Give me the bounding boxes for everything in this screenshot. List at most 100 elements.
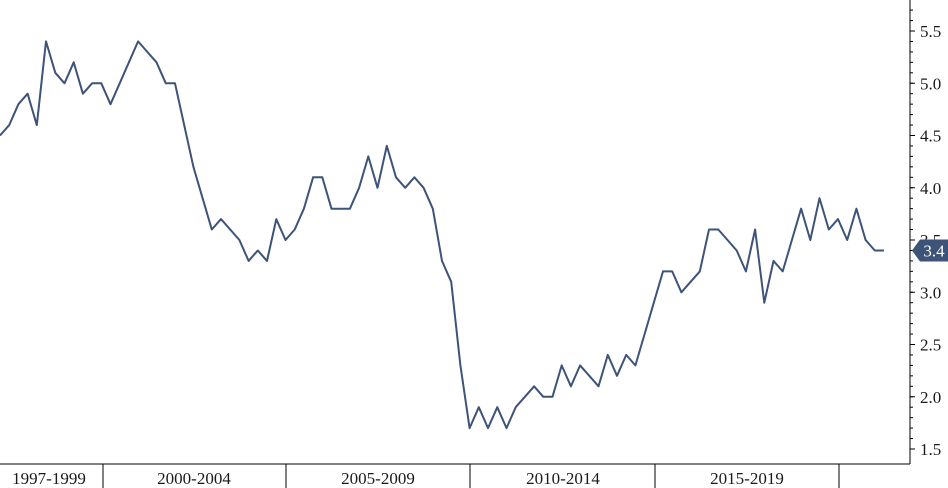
x-axis-labels: 1997-1999 2000-2004 2005-2009 2010-2014 2015… — [12, 469, 784, 488]
data-point — [855, 208, 857, 210]
y-tick-label: 3.0 — [920, 283, 941, 302]
data-point — [506, 427, 508, 429]
y-tick-label: 2.5 — [920, 336, 941, 355]
data-point — [229, 229, 231, 231]
data-point — [727, 239, 729, 241]
data-point — [736, 250, 738, 252]
series-line-layer — [0, 40, 885, 430]
data-point — [542, 396, 544, 398]
data-point — [653, 302, 655, 304]
data-point — [837, 218, 839, 220]
data-point — [745, 270, 747, 272]
data-point — [257, 250, 259, 252]
data-point — [238, 239, 240, 241]
data-point — [202, 197, 204, 199]
data-point — [680, 291, 682, 293]
x-tick-label: 2010-2014 — [526, 469, 600, 488]
data-point — [662, 270, 664, 272]
data-point — [73, 61, 75, 63]
data-point — [625, 354, 627, 356]
data-point — [552, 396, 554, 398]
data-point — [404, 187, 406, 189]
data-point — [432, 208, 434, 210]
data-point — [220, 218, 222, 220]
y-axis-labels: 1.52.02.53.03.54.04.55.05.5 — [920, 22, 941, 459]
y-tick-label: 1.5 — [920, 440, 941, 459]
data-point — [17, 103, 19, 105]
data-point — [874, 250, 876, 252]
data-point — [54, 72, 56, 74]
data-point — [754, 229, 756, 231]
data-point — [358, 187, 360, 189]
data-point — [634, 364, 636, 366]
y-tick-label: 5.0 — [920, 74, 941, 93]
data-point — [690, 281, 692, 283]
data-point — [211, 229, 213, 231]
data-point — [487, 427, 489, 429]
data-point — [791, 239, 793, 241]
data-point — [828, 229, 830, 231]
data-point — [312, 176, 314, 178]
data-point — [423, 187, 425, 189]
data-point — [386, 145, 388, 147]
data-point — [82, 93, 84, 95]
data-point — [413, 176, 415, 178]
data-point — [349, 208, 351, 210]
data-point — [524, 396, 526, 398]
data-point — [644, 333, 646, 335]
data-point — [156, 61, 158, 63]
data-point — [27, 93, 29, 95]
data-point — [570, 385, 572, 387]
data-point — [174, 82, 176, 84]
data-point — [579, 364, 581, 366]
data-point — [91, 82, 93, 84]
data-point — [100, 82, 102, 84]
x-tick-label: 2005-2009 — [341, 469, 415, 488]
last-value-marker: 3.4 — [912, 239, 948, 262]
y-tick-label: 5.5 — [920, 22, 941, 41]
data-point — [533, 385, 535, 387]
data-point — [441, 260, 443, 262]
data-point — [266, 260, 268, 262]
data-point — [763, 302, 765, 304]
data-point — [469, 427, 471, 429]
data-point — [459, 364, 461, 366]
axes — [0, 0, 915, 488]
data-point — [809, 239, 811, 241]
data-point — [598, 385, 600, 387]
data-point — [588, 375, 590, 377]
data-point — [699, 270, 701, 272]
data-point — [331, 208, 333, 210]
series-line — [0, 40, 884, 430]
data-point — [340, 208, 342, 210]
data-point — [275, 218, 277, 220]
data-point — [119, 82, 121, 84]
data-point — [515, 406, 517, 408]
last-value-flag — [912, 239, 948, 262]
data-point — [496, 406, 498, 408]
data-point — [883, 250, 885, 252]
data-point — [717, 229, 719, 231]
x-tick-label: 1997-1999 — [12, 469, 86, 488]
data-point — [800, 208, 802, 210]
data-point — [708, 229, 710, 231]
data-point — [128, 61, 130, 63]
data-point — [478, 406, 480, 408]
data-point — [561, 364, 563, 366]
data-point — [819, 197, 821, 199]
data-point — [671, 270, 673, 272]
data-point — [321, 176, 323, 178]
data-point — [303, 208, 305, 210]
data-point — [607, 354, 609, 356]
last-value-label: 3.4 — [923, 241, 945, 260]
x-tick-label: 2015-2019 — [710, 469, 784, 488]
data-point — [865, 239, 867, 241]
data-point — [395, 176, 397, 178]
x-tick-label: 2000-2004 — [157, 469, 231, 488]
data-point — [846, 239, 848, 241]
data-point — [285, 239, 287, 241]
data-point — [165, 82, 167, 84]
data-point — [450, 281, 452, 283]
data-point — [146, 51, 148, 53]
